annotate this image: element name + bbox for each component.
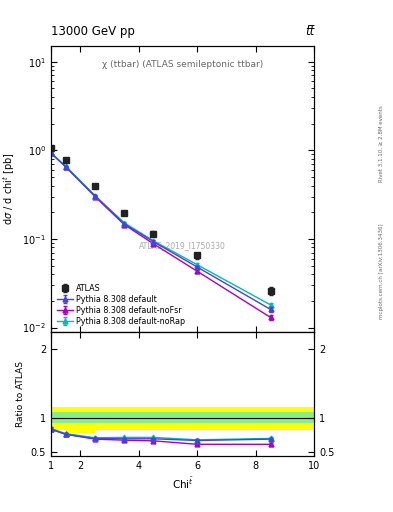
X-axis label: Chi$^{\bar{t}}$: Chi$^{\bar{t}}$ xyxy=(172,476,194,492)
Text: ATLAS_2019_I1750330: ATLAS_2019_I1750330 xyxy=(139,242,226,250)
Y-axis label: Ratio to ATLAS: Ratio to ATLAS xyxy=(16,360,25,426)
Y-axis label: d$\sigma$ / d chi$^{\bar{t}}$ [pb]: d$\sigma$ / d chi$^{\bar{t}}$ [pb] xyxy=(0,153,17,225)
Text: Rivet 3.1.10, ≥ 2.8M events: Rivet 3.1.10, ≥ 2.8M events xyxy=(379,105,384,182)
Text: mcplots.cern.ch [arXiv:1306.3436]: mcplots.cern.ch [arXiv:1306.3436] xyxy=(379,224,384,319)
Text: tt̅: tt̅ xyxy=(305,26,314,38)
Text: 13000 GeV pp: 13000 GeV pp xyxy=(51,26,135,38)
Text: χ (ttbar) (ATLAS semileptonic ttbar): χ (ttbar) (ATLAS semileptonic ttbar) xyxy=(102,60,263,69)
Legend: ATLAS, Pythia 8.308 default, Pythia 8.308 default-noFsr, Pythia 8.308 default-no: ATLAS, Pythia 8.308 default, Pythia 8.30… xyxy=(55,282,187,328)
